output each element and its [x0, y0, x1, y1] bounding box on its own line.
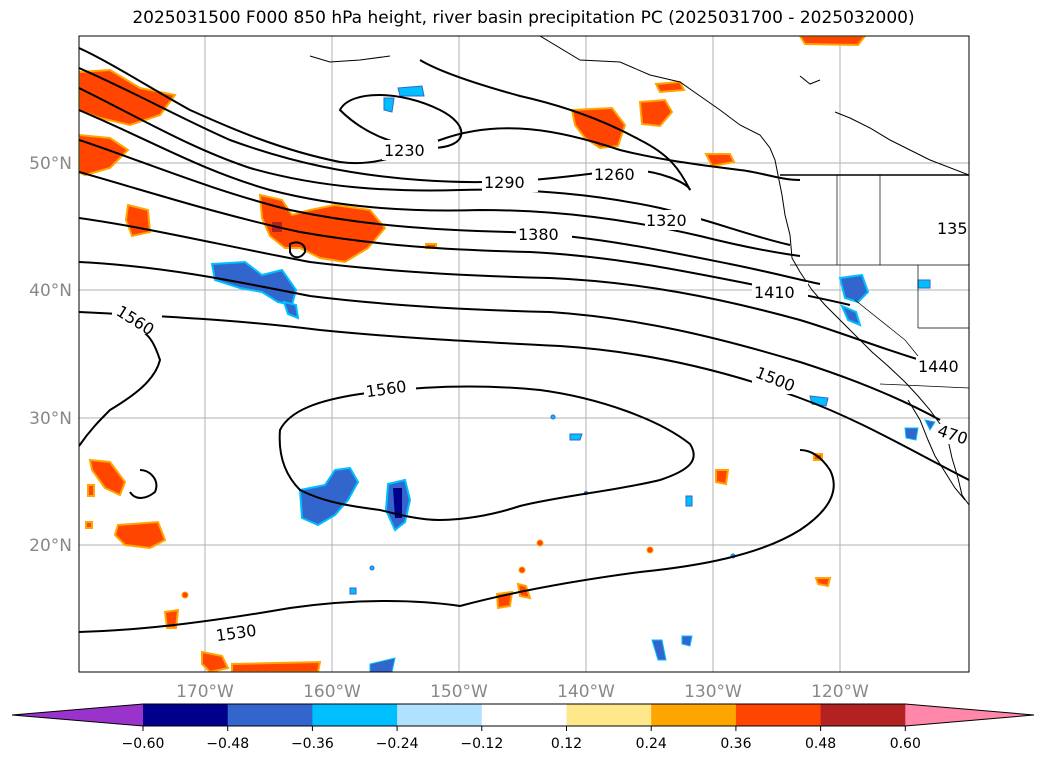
lat-label-30n: 30°N — [29, 409, 72, 429]
colorbar-segment — [820, 704, 906, 726]
contour-label-1290: 1290 — [484, 173, 525, 192]
contour-label-1440: 1440 — [918, 357, 959, 376]
colorbar-segment — [12, 704, 143, 726]
gridlines — [79, 36, 969, 672]
colorbar-tick-label: 0.48 — [805, 736, 836, 752]
colorbar-tick-label: 0.36 — [720, 736, 751, 752]
contour-label-1260: 1260 — [594, 165, 635, 184]
lon-label-170w: 170°W — [176, 682, 234, 702]
colorbar-segment — [227, 704, 313, 726]
colorbar-tick-label: 0.24 — [636, 736, 667, 752]
longitude-labels: 170°W 160°W 150°W 140°W 130°W 120°W — [176, 682, 869, 702]
colorbar: −0.60 −0.48 −0.36 −0.24 −0.12 0.12 0.24 0.36 0.4… — [11, 703, 1035, 752]
colorbar-segment — [735, 704, 822, 726]
lat-label-40n: 40°N — [29, 281, 72, 301]
colorbar-tick-label: −0.48 — [206, 736, 249, 752]
colorbar-segment — [397, 704, 483, 726]
contour-label-135: 135 — [937, 219, 968, 238]
colorbar-tick-label: 0.60 — [890, 736, 921, 752]
lat-label-20n: 20°N — [29, 536, 72, 556]
colorbar-segment — [143, 704, 229, 726]
colorbar-tick-label: 0.12 — [551, 736, 582, 752]
colorbar-segment — [312, 704, 398, 726]
colorbar-tick-label: −0.36 — [291, 736, 334, 752]
contour-label-1410: 1410 — [754, 283, 795, 302]
colorbar-segment — [481, 704, 567, 726]
lat-label-50n: 50°N — [29, 154, 72, 174]
colorbar-segment — [566, 704, 652, 726]
lon-label-150w: 150°W — [430, 682, 488, 702]
coastlines — [309, 36, 969, 506]
contour-label-1230: 1230 — [384, 141, 425, 160]
lon-label-120w: 120°W — [811, 682, 869, 702]
map-border — [78, 35, 970, 673]
lon-label-140w: 140°W — [557, 682, 615, 702]
height-contours — [79, 47, 969, 633]
lon-label-160w: 160°W — [303, 682, 361, 702]
contour-label-boxes — [112, 140, 969, 642]
contour-label-1320: 1320 — [646, 211, 687, 230]
latitude-labels: 50°N 40°N 30°N 20°N — [29, 154, 72, 556]
colorbar-tick-label: −0.12 — [460, 736, 503, 752]
colorbar-segment — [905, 704, 1034, 726]
colorbar-tick-label: −0.24 — [376, 736, 419, 752]
lon-label-130w: 130°W — [684, 682, 742, 702]
map-area — [79, 36, 969, 672]
contour-label-1380: 1380 — [518, 225, 559, 244]
map-title: 2025031500 F000 850 hPa height, river ba… — [132, 8, 915, 28]
colorbar-segment — [651, 704, 737, 726]
colorbar-tick-label: −0.60 — [122, 736, 165, 752]
